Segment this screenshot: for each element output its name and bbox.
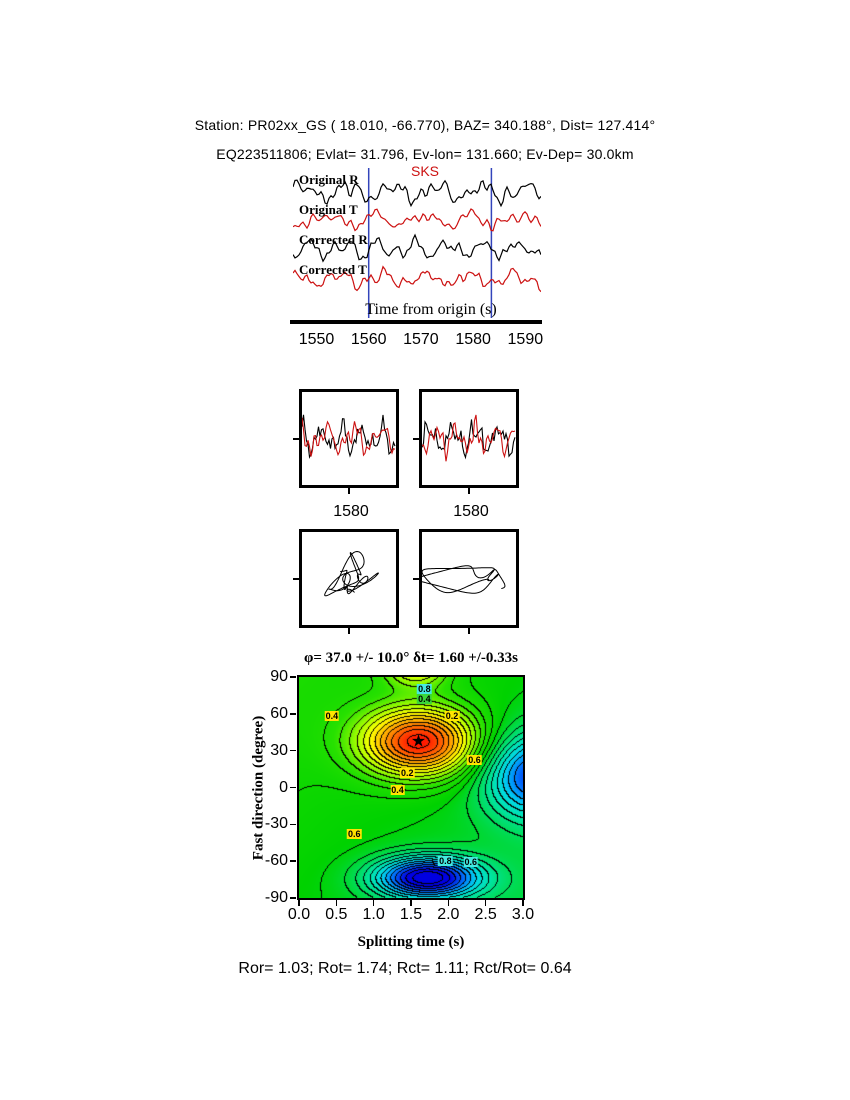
zoom-right-x-tick: 1580 <box>453 503 489 520</box>
trace-label-original-t: Original T <box>299 202 358 217</box>
error-surface-x-tickmark <box>447 900 450 906</box>
time-axis-tick-label: 1560 <box>350 331 387 348</box>
error-surface-y-tickmark <box>290 823 296 826</box>
error-surface-x-tickmark <box>298 900 300 906</box>
error-surface-y-tick-label: -90 <box>264 889 288 906</box>
error-surface-x-tickmark <box>410 900 412 906</box>
error-surface-y-tick-label: -60 <box>264 852 288 870</box>
sks-phase-label: SKS <box>411 163 440 179</box>
error-surface-y-tick-label: 30 <box>270 741 288 759</box>
splitting-result-title: φ= 37.0 +/- 10.0° δt= 1.60 +/-0.33s <box>304 650 518 666</box>
time-axis-tick-label: 1550 <box>298 331 335 348</box>
zoom-left-x-tick: 1580 <box>333 503 369 520</box>
trace-label-corrected-t: Corrected T <box>299 262 367 277</box>
fast-direction-axis-label: Fast direction (degree) <box>250 715 267 861</box>
error-surface-x-tick-label: 2.5 <box>474 906 497 923</box>
energy-ratio-footer: Ror= 1.03; Rot= 1.74; Rct= 1.11; Rct/Rot… <box>238 960 572 977</box>
windowed-waveforms-svg-left <box>301 414 396 459</box>
error-surface-x-tickmark <box>372 900 375 906</box>
error-surface-x-tick-label: 1.5 <box>399 906 423 923</box>
time-axis-line <box>290 320 542 324</box>
error-surface-y-tickmark <box>290 749 296 752</box>
time-axis-tick-label: 1570 <box>403 331 439 348</box>
error-surface-x-tickmark <box>522 900 524 906</box>
error-surface-x-tick-label: 3.0 <box>511 906 535 923</box>
error-surface-x-tick-label: 0.0 <box>287 906 311 923</box>
error-surface-y-tick-label: 90 <box>270 668 288 685</box>
windowed-waveforms-box-left <box>299 389 399 488</box>
error-surface-y-tick-label: 60 <box>270 704 288 722</box>
particle-motion-box-original <box>299 529 399 628</box>
particle-motion-svg-original <box>324 550 379 597</box>
error-surface-x-tickmark <box>335 900 338 906</box>
windowed-waveforms-svg-right <box>421 414 516 462</box>
event-header: EQ223511806; Evlat= 31.796, Ev-lon= 131.… <box>216 146 634 162</box>
error-surface-y-tickmark <box>290 860 296 862</box>
error-surface-y-tickmark <box>290 676 296 678</box>
error-surface-y-tickmark <box>290 897 296 899</box>
error-surface-y-tick-label: 0 <box>279 778 288 796</box>
error-surface-map <box>299 677 523 898</box>
time-axis-title: Time from origin (s) <box>365 301 497 318</box>
error-surface-x-tick-label: 2.0 <box>437 906 460 923</box>
error-surface-x-tick-label: 0.5 <box>325 906 348 923</box>
error-surface-y-tickmark <box>290 786 296 789</box>
particle-motion-svg-corrected <box>416 565 506 594</box>
error-surface-x-tick-label: 1.0 <box>362 906 385 923</box>
trace-label-corrected-r: Corrected R <box>299 232 368 247</box>
time-axis-tick-label: 1590 <box>507 331 544 348</box>
seismogram-panel: Original R Original T Corrected R Correc… <box>293 163 541 320</box>
windowed-waveforms-box-right <box>419 389 519 488</box>
station-header: Station: PR02xx_GS ( 18.010, -66.770), B… <box>194 117 656 133</box>
time-axis-tick-label: 1580 <box>455 331 491 348</box>
seismogram-traces-svg <box>293 168 541 318</box>
error-surface-y-tickmark <box>290 713 296 715</box>
trace-label-original-r: Original R <box>299 172 359 187</box>
error-surface-y-tick-label: -30 <box>264 815 288 833</box>
error-surface-x-tickmark <box>484 900 487 906</box>
particle-motion-box-corrected <box>416 529 519 628</box>
splitting-time-axis-label: Splitting time (s) <box>357 934 465 950</box>
